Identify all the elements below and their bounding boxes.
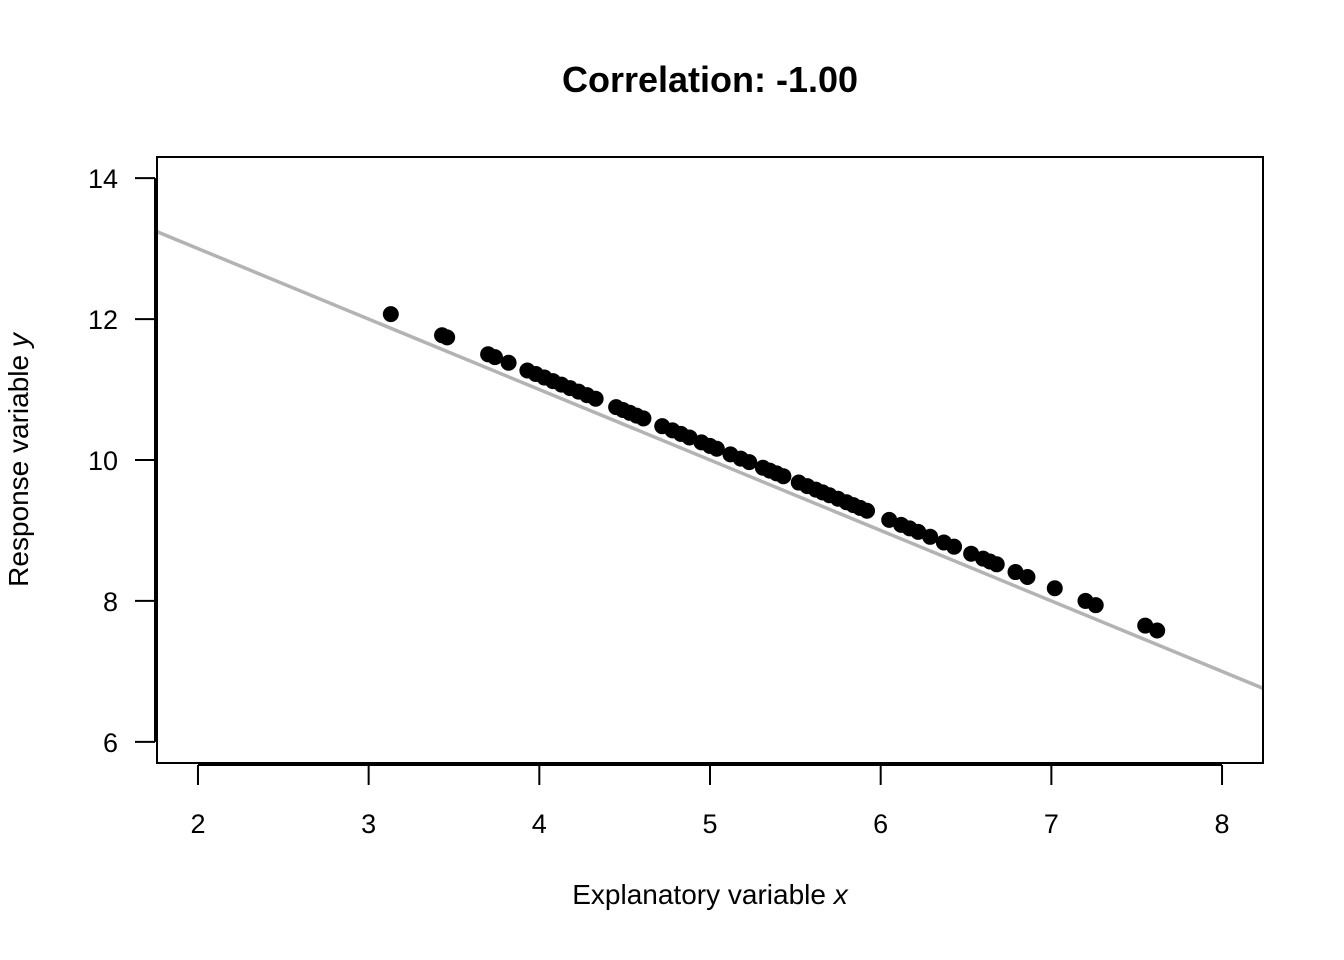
data-point [859,502,876,519]
data-point [963,545,980,562]
x-tick-label: 5 [702,809,717,839]
data-point [1137,617,1154,634]
data-point [910,523,927,540]
chart-title: Correlation: -1.00 [562,59,858,100]
y-tick-label: 14 [88,164,118,194]
plot-frame [156,156,1264,764]
data-point [1149,622,1166,639]
x-tick-label: 6 [873,809,888,839]
data-point [708,440,725,457]
y-tick-label: 8 [103,587,118,617]
data-points [382,306,1166,639]
data-point [587,390,604,407]
data-point [988,556,1005,573]
y-axis: 6 8 10 12 14 [88,164,156,758]
data-point [382,306,399,323]
data-point [775,468,792,485]
y-tick-label: 10 [88,446,118,476]
data-point [635,410,652,427]
y-tick-label: 12 [88,305,118,335]
x-tick-label: 4 [532,809,547,839]
data-point [881,511,898,528]
x-axis-label-variable: x [832,879,849,910]
x-axis: 2 3 4 5 6 7 8 [190,764,1230,839]
data-point [681,429,698,446]
data-point [500,354,517,371]
data-point [1019,568,1036,585]
data-point [1007,564,1024,581]
y-axis-label: Response variable y [3,331,34,587]
x-axis-label-text: Explanatory variable [572,879,833,910]
x-axis-label: Explanatory variable x [572,879,848,910]
data-point [946,538,963,555]
data-point [1087,597,1104,614]
x-tick-label: 8 [1215,809,1230,839]
data-point [439,329,456,346]
y-tick-label: 6 [103,728,118,758]
x-tick-label: 3 [361,809,376,839]
data-point [922,528,939,545]
data-point [486,349,503,366]
regression-line [157,229,1263,691]
y-axis-label-variable: y [3,331,34,349]
data-point [741,454,758,471]
x-tick-label: 7 [1044,809,1059,839]
y-axis-label-text: Response variable [3,347,34,587]
data-point [1046,580,1063,597]
x-tick-label: 2 [190,809,205,839]
